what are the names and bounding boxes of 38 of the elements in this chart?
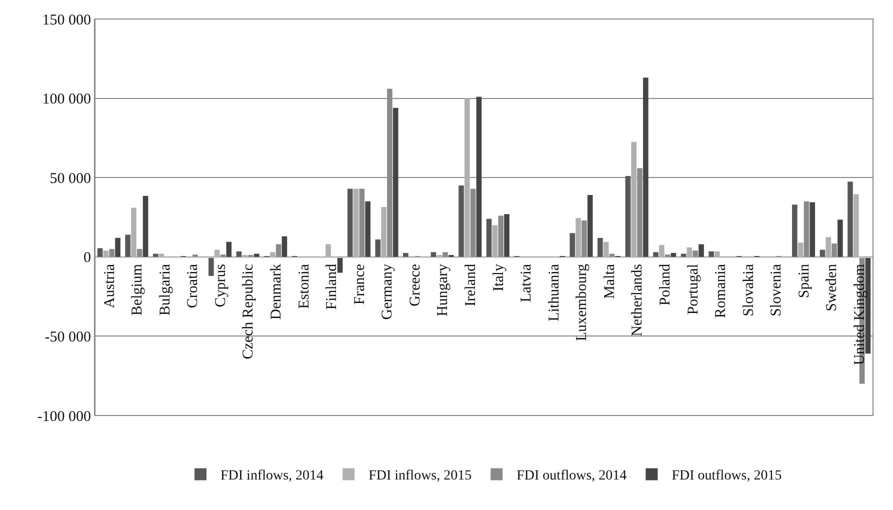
x-tick-label: Lithuania <box>546 264 562 322</box>
x-tick-label: Netherlands <box>630 264 646 336</box>
x-tick-label: France <box>352 264 368 305</box>
x-tick-label: Spain <box>796 263 812 298</box>
x-tick-label: Denmark <box>268 263 284 320</box>
legend-label: FDI outflows, 2015 <box>672 468 782 484</box>
x-tick-label: Finland <box>324 263 340 310</box>
x-tick-label: Slovenia <box>768 264 785 316</box>
x-tick-label: Slovakia <box>740 264 757 316</box>
x-tick-label: Austria <box>102 264 118 308</box>
y-tick-label: -100 000 <box>37 408 91 425</box>
y-tick-label: 100 000 <box>42 92 91 108</box>
y-tick-label: 0 <box>84 250 91 266</box>
x-tick-label: Luxembourg <box>574 263 590 342</box>
x-tick-label: Greece <box>407 264 424 306</box>
x-tick-label: Italy <box>490 263 507 292</box>
x-tick-label: Croatia <box>185 264 202 308</box>
x-tick-label: Portugal <box>685 264 702 315</box>
x-tick-label: Bulgaria <box>157 264 174 316</box>
y-tick-label: -50 000 <box>44 329 91 346</box>
x-tick-label: United Kingdom <box>852 264 868 366</box>
legend-label: FDI outflows, 2014 <box>516 468 627 484</box>
x-tick-label: Malta <box>602 264 618 299</box>
x-tick-label: Poland <box>657 263 674 306</box>
x-tick-label: Hungary <box>435 263 452 316</box>
x-tick-label: Latvia <box>518 264 535 302</box>
x-tick-label: Ireland <box>462 263 479 306</box>
x-tick-label: Germany <box>380 263 396 320</box>
x-tick-label: Sweden <box>824 263 840 312</box>
x-tick-label: Romania <box>713 264 730 318</box>
x-tick-label: Cyprus <box>212 264 229 308</box>
y-tick-label: 150 000 <box>42 12 91 28</box>
x-tick-label: Czech Republic <box>240 264 257 360</box>
legend-label: FDI inflows, 2014 <box>220 468 324 484</box>
legend-label: FDI inflows, 2015 <box>368 468 472 484</box>
x-tick-label: Belgium <box>130 264 146 316</box>
x-tick-label: Estonia <box>296 264 312 309</box>
y-tick-label: 50 000 <box>50 170 91 187</box>
